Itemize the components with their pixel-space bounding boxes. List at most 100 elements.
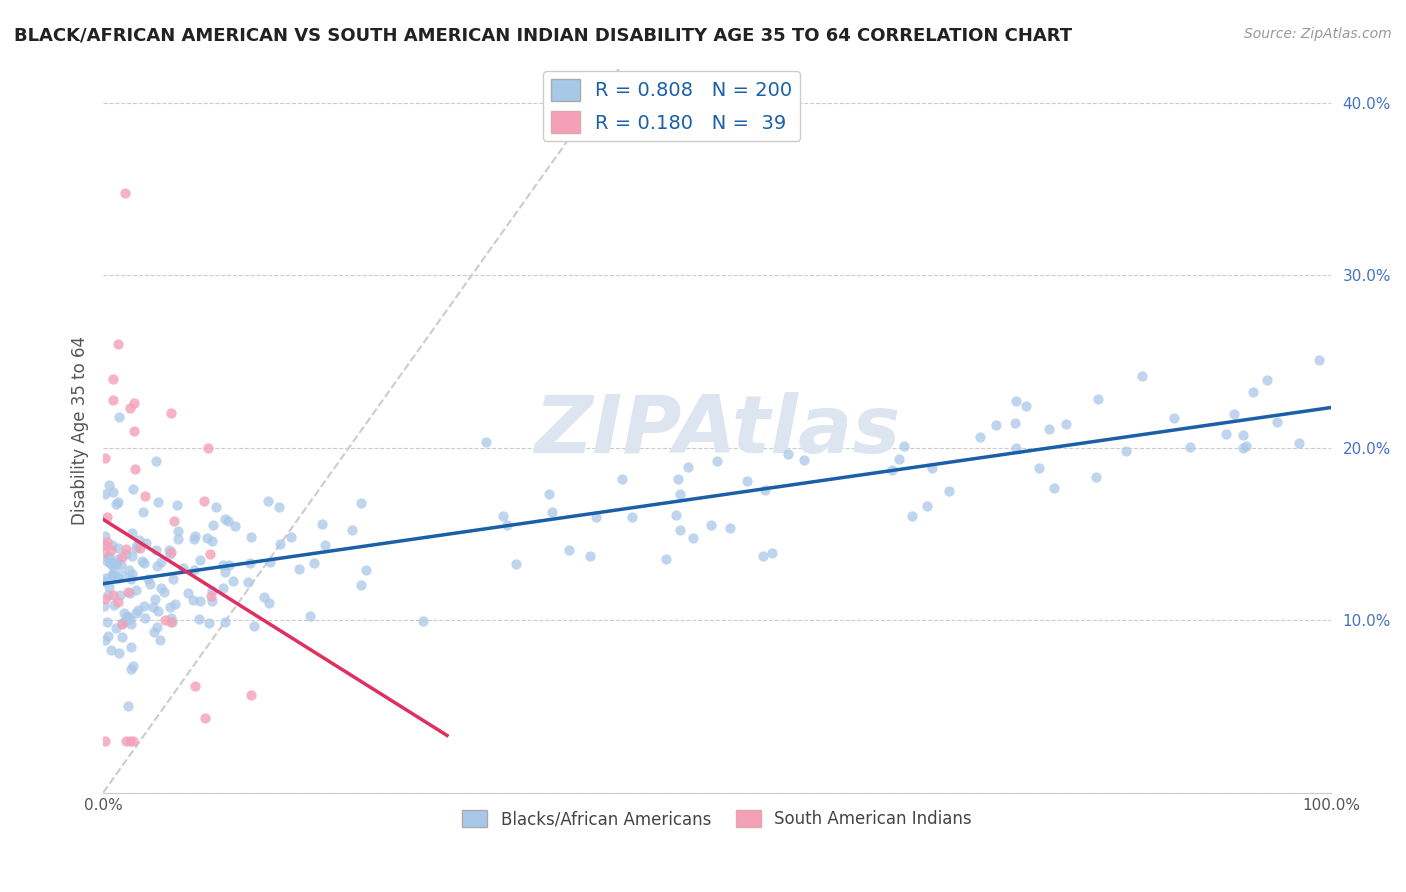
Point [340, 524, 363, 538]
Point [134, 599, 156, 613]
Point [111, 549, 134, 564]
Point [177, 586, 200, 600]
Point [103, 588, 125, 602]
Point [1005, 394, 1028, 409]
Point [94, 487, 117, 501]
Point [105, 556, 128, 570]
Point [159, 600, 181, 615]
Point [921, 461, 943, 475]
Point [1288, 436, 1310, 450]
Point [94, 632, 117, 647]
Point [668, 524, 690, 538]
Point [121, 566, 143, 581]
Point [149, 581, 172, 595]
Point [98, 581, 121, 595]
Point [706, 454, 728, 468]
Point [115, 542, 138, 557]
Point [197, 441, 219, 455]
Point [492, 509, 515, 524]
Point [160, 615, 183, 630]
Point [655, 552, 678, 566]
Point [96, 509, 118, 524]
Point [682, 532, 704, 546]
Point [121, 525, 143, 540]
Point [1178, 440, 1201, 454]
Point [103, 598, 125, 612]
Point [107, 595, 129, 609]
Point [111, 615, 134, 630]
Point [118, 585, 141, 599]
Point [1084, 470, 1107, 484]
Point [188, 552, 211, 566]
Point [122, 396, 145, 410]
Point [134, 611, 156, 625]
Point [112, 607, 135, 621]
Point [96, 535, 118, 549]
Point [239, 556, 262, 570]
Point [94, 571, 117, 585]
Point [183, 532, 205, 546]
Point [311, 517, 333, 532]
Point [197, 615, 219, 630]
Point [540, 505, 562, 519]
Point [139, 577, 162, 591]
Point [118, 611, 141, 625]
Point [121, 549, 143, 564]
Point [134, 489, 156, 503]
Point [668, 487, 690, 501]
Point [181, 593, 204, 607]
Point [1087, 392, 1109, 406]
Point [298, 609, 321, 624]
Text: ZIPAtlas: ZIPAtlas [534, 392, 900, 469]
Point [1015, 399, 1038, 413]
Point [620, 510, 643, 524]
Point [280, 530, 302, 544]
Point [101, 556, 124, 570]
Point [700, 517, 723, 532]
Point [776, 447, 799, 461]
Point [155, 613, 177, 627]
Point [146, 495, 169, 509]
Point [269, 537, 291, 551]
Point [475, 434, 498, 449]
Point [665, 508, 688, 522]
Point [1130, 369, 1153, 384]
Point [184, 679, 207, 693]
Point [107, 541, 129, 556]
Point [101, 568, 124, 582]
Point [198, 548, 221, 562]
Point [124, 541, 146, 556]
Point [128, 541, 150, 555]
Point [125, 582, 148, 597]
Point [117, 699, 139, 714]
Point [107, 337, 129, 351]
Point [120, 617, 142, 632]
Point [718, 520, 741, 534]
Point [214, 565, 236, 579]
Point [150, 555, 173, 569]
Point [145, 592, 167, 607]
Point [100, 643, 122, 657]
Point [146, 559, 169, 574]
Point [166, 524, 188, 538]
Point [115, 734, 138, 748]
Point [101, 485, 124, 500]
Point [1241, 385, 1264, 400]
Point [193, 711, 215, 725]
Point [349, 496, 371, 510]
Point [1115, 443, 1137, 458]
Point [253, 591, 276, 605]
Point [160, 545, 183, 559]
Point [93, 450, 115, 465]
Point [94, 734, 117, 748]
Point [901, 508, 924, 523]
Point [1038, 422, 1060, 436]
Point [205, 500, 228, 515]
Point [214, 511, 236, 525]
Point [136, 572, 159, 586]
Point [184, 528, 207, 542]
Point [915, 499, 938, 513]
Point [217, 514, 239, 528]
Point [105, 621, 128, 635]
Point [108, 646, 131, 660]
